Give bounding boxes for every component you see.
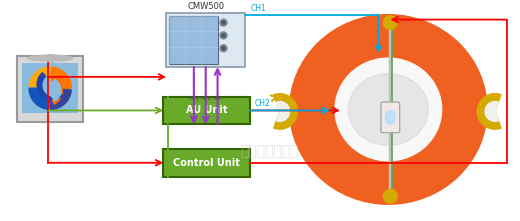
Wedge shape bbox=[46, 76, 62, 104]
FancyBboxPatch shape bbox=[169, 16, 217, 64]
Circle shape bbox=[222, 21, 225, 24]
Text: CMW500: CMW500 bbox=[187, 2, 224, 11]
Wedge shape bbox=[50, 67, 71, 88]
Wedge shape bbox=[29, 88, 50, 109]
Wedge shape bbox=[29, 67, 50, 88]
Circle shape bbox=[222, 34, 225, 37]
Text: AU Unit: AU Unit bbox=[186, 105, 227, 115]
Wedge shape bbox=[383, 189, 397, 203]
Circle shape bbox=[220, 32, 227, 39]
Text: 深圳市新益技术: 深圳市新益技术 bbox=[241, 144, 299, 158]
Text: TX2: TX2 bbox=[200, 96, 212, 101]
Ellipse shape bbox=[348, 74, 428, 145]
Text: TX1: TX1 bbox=[188, 96, 200, 101]
Ellipse shape bbox=[385, 110, 395, 124]
Circle shape bbox=[220, 19, 227, 26]
Wedge shape bbox=[274, 94, 297, 129]
Ellipse shape bbox=[290, 15, 487, 204]
FancyBboxPatch shape bbox=[22, 63, 79, 113]
Text: Control Unit: Control Unit bbox=[173, 158, 240, 168]
FancyBboxPatch shape bbox=[163, 97, 250, 124]
Wedge shape bbox=[383, 16, 397, 29]
Wedge shape bbox=[477, 94, 501, 129]
Wedge shape bbox=[43, 77, 61, 96]
Wedge shape bbox=[485, 102, 498, 121]
FancyBboxPatch shape bbox=[166, 13, 245, 67]
Text: CH1: CH1 bbox=[250, 4, 266, 13]
Wedge shape bbox=[276, 102, 290, 121]
Wedge shape bbox=[37, 73, 62, 99]
FancyBboxPatch shape bbox=[381, 102, 400, 133]
Ellipse shape bbox=[28, 55, 73, 61]
FancyBboxPatch shape bbox=[17, 56, 83, 122]
Wedge shape bbox=[48, 79, 61, 101]
Circle shape bbox=[222, 47, 225, 50]
Wedge shape bbox=[50, 88, 71, 109]
Text: CH2: CH2 bbox=[255, 99, 271, 109]
Ellipse shape bbox=[335, 58, 441, 161]
FancyBboxPatch shape bbox=[163, 149, 250, 177]
Text: RX: RX bbox=[213, 96, 222, 101]
Circle shape bbox=[220, 45, 227, 52]
